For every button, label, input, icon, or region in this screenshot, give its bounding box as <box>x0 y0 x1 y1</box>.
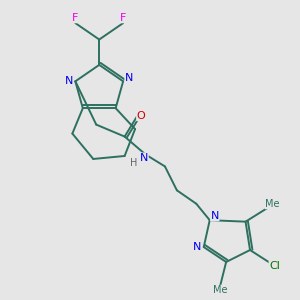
Text: Cl: Cl <box>269 262 280 272</box>
Text: N: N <box>211 211 219 221</box>
Text: N: N <box>64 76 73 86</box>
Text: F: F <box>72 13 79 23</box>
Text: H: H <box>130 158 138 168</box>
Text: F: F <box>120 13 126 23</box>
Text: Me: Me <box>265 199 280 209</box>
Text: O: O <box>137 111 146 121</box>
Text: N: N <box>193 242 201 252</box>
Text: N: N <box>140 153 148 163</box>
Text: Me: Me <box>213 285 227 295</box>
Text: N: N <box>125 73 133 83</box>
